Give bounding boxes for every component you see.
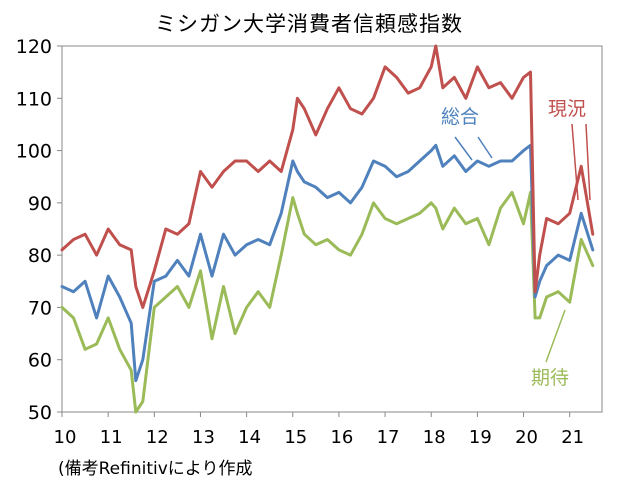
series-layer — [60, 44, 595, 414]
leader-line — [545, 309, 566, 363]
y-tick-label: 70 — [28, 297, 52, 319]
chart-title: ミシガン大学消費者信頼感指数 — [155, 12, 463, 36]
x-tick-label: 11 — [100, 427, 123, 448]
x-tick-label: 15 — [284, 427, 307, 448]
series-line-期待 — [60, 190, 595, 414]
y-tick-label: 110 — [16, 88, 52, 110]
x-tick-label: 17 — [377, 427, 400, 448]
x-tick-label: 20 — [515, 427, 538, 448]
source-note: (備考Refinitivにより作成 — [58, 459, 253, 479]
plot-area — [61, 45, 603, 413]
x-tick-label: 12 — [146, 427, 169, 448]
series-line-総合 — [60, 143, 595, 383]
x-tick-label: 19 — [469, 427, 492, 448]
y-tick-label: 50 — [28, 402, 52, 424]
leader-line — [454, 136, 473, 161]
plot-border — [61, 45, 603, 413]
axes: 50 60 70 80 90 100 110 120 10 11 12 13 14 15 16 17 18 19 2… — [16, 36, 584, 448]
y-tick-label: 120 — [16, 36, 52, 58]
x-tick-label: 13 — [192, 427, 215, 448]
series-label-期待: 期待 — [531, 367, 569, 389]
leader-line — [571, 123, 579, 201]
y-tick-label: 90 — [28, 193, 52, 215]
y-tick-label: 100 — [16, 141, 52, 163]
x-tick-label: 14 — [238, 427, 261, 448]
x-tick-label: 18 — [423, 427, 446, 448]
y-tick-label: 80 — [28, 245, 52, 267]
series-line-現況 — [60, 44, 595, 309]
x-tick-label: 16 — [330, 427, 353, 448]
x-tick-label: 10 — [54, 427, 77, 448]
x-tick-label: 21 — [561, 427, 584, 448]
leader-line — [477, 136, 493, 159]
y-tick-label: 60 — [28, 350, 52, 372]
series-label-現況: 現況 — [548, 98, 586, 120]
leader-line — [585, 123, 591, 201]
series-label-総合: 総合 — [441, 106, 479, 128]
